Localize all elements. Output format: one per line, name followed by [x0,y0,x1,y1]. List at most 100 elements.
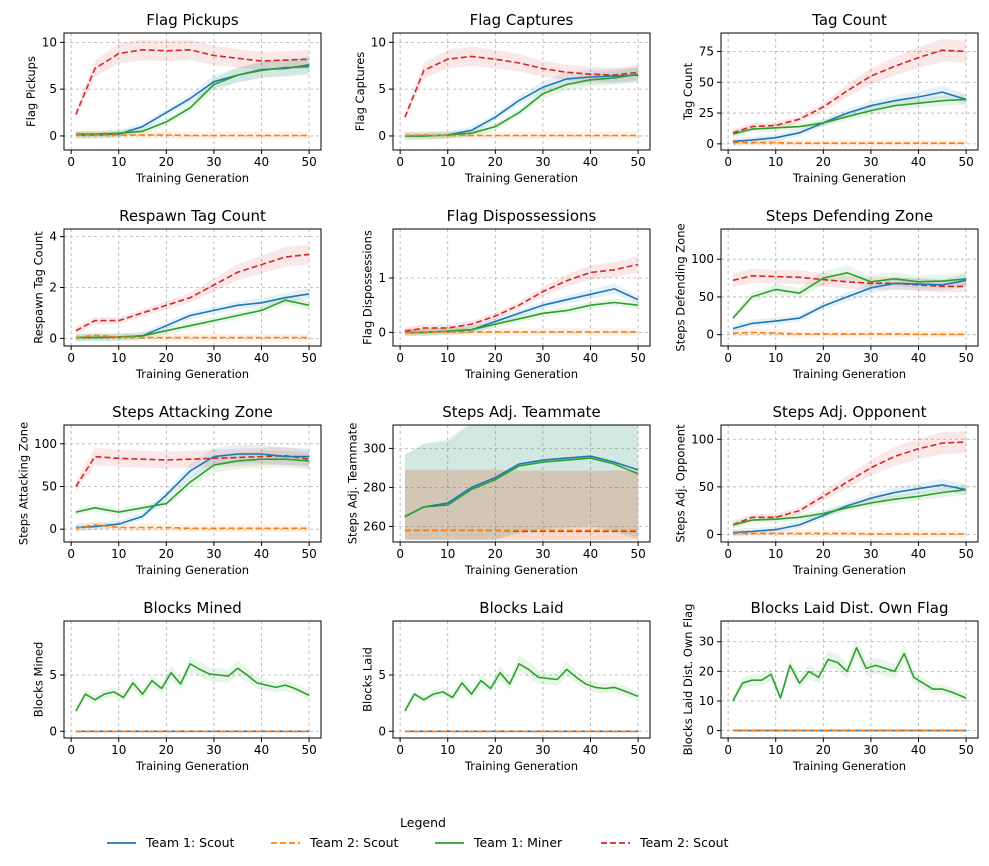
subplot-blocks-laid-dist-own-flag: 0 10 20 30 40 50 0 10 20 30 Blocks Laid Dist. Own … [681,599,979,773]
series-lines [404,663,639,733]
axes-frame [392,424,651,543]
axes-frame [392,32,651,151]
series-line-team-2-scout-1 [732,532,967,535]
subplot-title: Respawn Tag Count [119,207,266,225]
y-axis-label: Blocks Laid [361,647,375,712]
series-lines [732,49,967,144]
x-tick-label: 10 [440,155,455,169]
y-axis-label: Respawn Tag Count [32,231,46,344]
x-tick-label: 10 [111,351,126,365]
x-tick-label: 50 [630,351,645,365]
y-tick-label: 0 [49,522,57,536]
series-line-team-2-scout-3 [732,49,967,134]
series-line-team-2-scout-3 [404,55,639,118]
y-tick-label: 0 [378,724,386,738]
subplot-flag-captures: 0 10 20 30 40 50 0 5 10 Flag Captures Training Gen… [353,11,651,185]
x-tick-label: 40 [254,155,269,169]
axes-frame [63,424,322,543]
x-tick-label: 20 [159,743,174,757]
subplot-tag-count: 0 10 20 30 40 50 0 25 50 75 Tag Count Training Gene… [681,11,979,185]
band-team-2-scout-3 [732,39,967,137]
series-lines [404,263,639,334]
x-tick-label: 40 [911,155,926,169]
confidence-bands [732,39,967,147]
x-tick-label: 0 [724,155,732,169]
y-tick-label: 20 [699,664,714,678]
series-line-team-1-scout-0 [732,279,967,330]
axes-frame [63,32,322,151]
series-lines [75,49,310,137]
series-line-team-1-miner-2 [404,457,639,518]
series-line-team-2-scout-3 [75,454,310,487]
x-tick-label: 40 [911,743,926,757]
y-tick-label: 5 [378,82,386,96]
subplot-title: Tag Count [811,11,887,29]
series-line-team-1-scout-0 [732,484,967,534]
series-line-team-2-scout-3 [732,275,967,288]
y-axis-label: Flag Pickups [24,56,38,127]
series-line-team-1-miner-2 [404,301,639,334]
y-axis-label: Steps Attacking Zone [17,422,31,545]
x-axis-label: Training Generation [792,171,906,185]
x-tick-label: 50 [630,155,645,169]
x-axis-label: Training Generation [135,171,249,185]
x-axis-label: Training Generation [464,563,578,577]
band-team-1-miner-2 [732,265,967,322]
legend-entry-team-2-scout-1: Team 2: Scout [271,835,399,850]
subplot-title: Blocks Laid Dist. Own Flag [751,599,949,617]
series-line-team-2-scout-3 [404,263,639,333]
y-tick-label: 0 [49,724,57,738]
band-team-1-scout-0 [732,273,967,333]
x-tick-label: 50 [958,351,973,365]
band-team-1-miner-2 [404,655,639,715]
band-team-1-miner-2 [75,58,310,138]
series-lines [404,455,639,533]
x-tick-label: 20 [488,743,503,757]
series-line-team-1-miner-2 [75,65,310,135]
y-axis-label: Blocks Laid Dist. Own Flag [681,604,695,756]
legend-label: Team 2: Scout [309,835,399,850]
y-tick-label: 0 [378,129,386,143]
series-line-team-1-scout-0 [75,453,310,529]
x-tick-label: 40 [583,743,598,757]
series-line-team-1-miner-2 [75,299,310,339]
axes-frame [720,228,979,347]
band-team-1-miner-2 [75,450,310,516]
y-axis-label: Flag Dispossessions [361,230,375,345]
series-lines [732,272,967,336]
x-tick-label: 40 [911,351,926,365]
y-axis-label: Tag Count [681,62,695,121]
band-team-1-scout-0 [404,425,639,540]
x-tick-label: 0 [724,351,732,365]
x-tick-label: 20 [488,155,503,169]
x-tick-label: 30 [535,547,550,561]
band-team-2-scout-3 [404,256,639,335]
band-team-2-scout-1 [732,328,967,338]
subplot-title: Steps Adj. Opponent [772,403,926,421]
subplot-title: Flag Pickups [146,11,239,29]
y-tick-label: 5 [49,668,57,682]
x-tick-label: 10 [111,155,126,169]
axes-frame [720,620,979,739]
x-axis-label: Training Generation [464,367,578,381]
y-axis-label: Steps Defending Zone [674,223,688,351]
legend: Legend Team 1: Scout Team 2: Scout Team 1:… [107,815,729,850]
subplot-flag-pickups: 0 10 20 30 40 50 0 5 10 Flag Pickups Training Gene… [24,11,322,185]
x-axis-label: Training Generation [464,759,578,773]
y-tick-label: 100 [34,437,57,451]
x-tick-label: 50 [301,547,316,561]
subplot-title: Blocks Mined [143,599,242,617]
y-tick-label: 50 [699,480,714,494]
x-tick-label: 40 [911,547,926,561]
subplot-title: Blocks Laid [479,599,563,617]
series-line-team-2-scout-3 [404,529,639,533]
x-tick-label: 0 [396,351,404,365]
confidence-bands [732,637,967,705]
x-tick-label: 50 [958,547,973,561]
x-tick-label: 20 [488,351,503,365]
band-team-1-miner-2 [404,425,639,540]
